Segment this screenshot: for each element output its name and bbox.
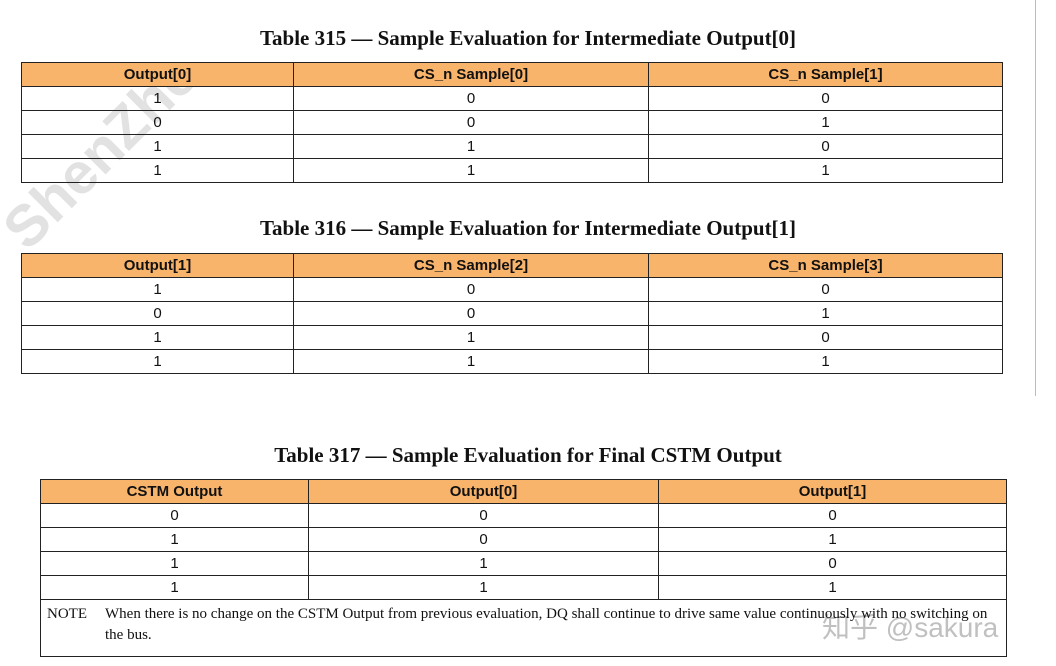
header-cell: CS_n Sample[1] — [648, 62, 1003, 87]
header-cell: CS_n Sample[3] — [648, 253, 1003, 278]
table-cell: 0 — [293, 86, 649, 111]
note-text: When there is no change on the CSTM Outp… — [105, 606, 988, 643]
table-cell: 0 — [648, 134, 1003, 159]
note-row: NOTE When there is no change on the CSTM … — [40, 599, 1007, 657]
table: Output[0] CS_n Sample[0] CS_n Sample[1] 1 0 0… — [21, 62, 1003, 183]
table-title: Table 316 — Sample Evaluation for Interm… — [259, 216, 797, 240]
table-cell: 0 — [648, 86, 1003, 111]
table-cell: 1 — [40, 575, 309, 600]
header-cell: Output[0] — [21, 62, 294, 87]
header-row: CSTM Output Output[0] Output[1] — [40, 479, 1007, 504]
table-cell: 0 — [658, 551, 1007, 576]
table-title: Table 315 — Sample Evaluation for Interm… — [259, 26, 797, 50]
header-cell: CS_n Sample[2] — [293, 253, 649, 278]
table-cell: 1 — [21, 86, 294, 111]
table-cell: 1 — [293, 325, 649, 350]
table-cell: 1 — [21, 134, 294, 159]
table-cell: 0 — [40, 503, 309, 528]
table-cell: 0 — [308, 503, 659, 528]
note-label: NOTE — [47, 606, 87, 622]
table-cell: 1 — [40, 527, 309, 552]
table-cell: 1 — [293, 158, 649, 183]
header-cell: Output[0] — [308, 479, 659, 504]
page-edge — [1035, 0, 1036, 396]
table-cell: 1 — [21, 349, 294, 374]
table-cell: 1 — [293, 349, 649, 374]
table-cell: 0 — [21, 110, 294, 135]
table-cell: 1 — [21, 158, 294, 183]
table-cell: 0 — [293, 110, 649, 135]
table-cell: 1 — [648, 349, 1003, 374]
table-cell: 0 — [648, 325, 1003, 350]
table-cell: 1 — [648, 301, 1003, 326]
table-title: Table 317 — Sample Evaluation for Final … — [274, 443, 782, 467]
table-cell: 0 — [658, 503, 1007, 528]
note-cell: NOTE When there is no change on the CSTM … — [40, 599, 1007, 657]
table-cell: 1 — [658, 575, 1007, 600]
table: CSTM Output Output[0] Output[1] 0 0 0 1 0 1 1 1 0 1 1… — [40, 479, 1007, 657]
table-cell: 1 — [293, 134, 649, 159]
table-cell: 0 — [21, 301, 294, 326]
table-cell: 1 — [308, 575, 659, 600]
table-cell: 1 — [21, 325, 294, 350]
table-cell: 0 — [293, 301, 649, 326]
header-row: Output[1] CS_n Sample[2] CS_n Sample[3] — [21, 253, 1003, 278]
header-cell: CSTM Output — [40, 479, 309, 504]
table-cell: 0 — [648, 277, 1003, 302]
table-cell: 1 — [21, 277, 294, 302]
table-cell: 1 — [308, 551, 659, 576]
header-cell: Output[1] — [21, 253, 294, 278]
table-cell: 1 — [648, 158, 1003, 183]
table-cell: 1 — [648, 110, 1003, 135]
table-cell: 1 — [40, 551, 309, 576]
table-cell: 0 — [308, 527, 659, 552]
header-row: Output[0] CS_n Sample[0] CS_n Sample[1] — [21, 62, 1003, 87]
table-cell: 0 — [293, 277, 649, 302]
header-cell: Output[1] — [658, 479, 1007, 504]
header-cell: CS_n Sample[0] — [293, 62, 649, 87]
table-cell: 1 — [658, 527, 1007, 552]
table: Output[1] CS_n Sample[2] CS_n Sample[3] 1 0 0… — [21, 253, 1003, 374]
